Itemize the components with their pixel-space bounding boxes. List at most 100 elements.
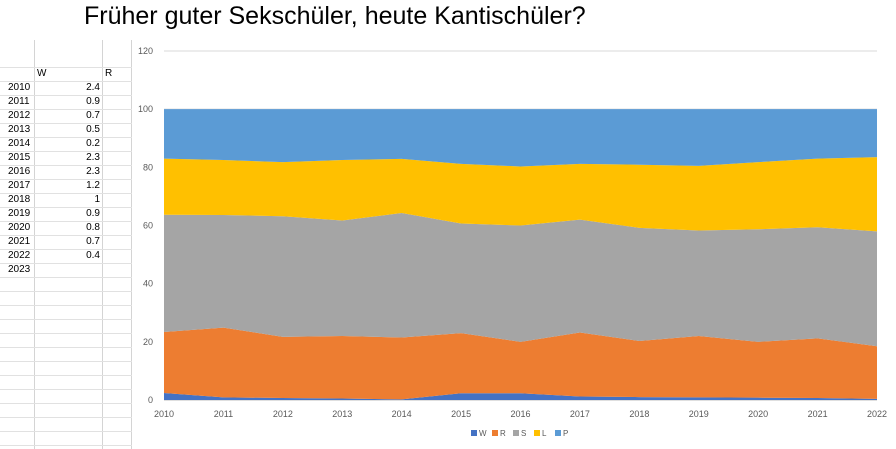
legend-swatch-s (513, 430, 519, 436)
row-divider (0, 389, 132, 390)
row-divider (0, 179, 132, 180)
row-divider (0, 333, 132, 334)
w-value-cell[interactable]: 0.8 (86, 222, 100, 233)
row-divider (0, 207, 132, 208)
row-divider (0, 445, 132, 446)
x-tick-label: 2017 (570, 409, 590, 419)
year-cell[interactable]: 2010 (8, 82, 31, 93)
year-cell[interactable]: 2018 (8, 194, 31, 205)
row-divider (0, 431, 132, 432)
x-tick-label: 2016 (510, 409, 530, 419)
legend-label-p: P (563, 429, 568, 438)
year-cell[interactable]: 2012 (8, 110, 31, 121)
row-divider (0, 403, 132, 404)
area-series-s[interactable] (164, 212, 877, 347)
x-tick-label: 2013 (332, 409, 352, 419)
row-divider (0, 137, 132, 138)
row-divider (0, 347, 132, 348)
w-value-cell[interactable]: 1 (94, 194, 100, 205)
row-divider (0, 151, 132, 152)
header-cell-w[interactable]: W (37, 68, 47, 79)
w-value-cell[interactable]: 0.2 (86, 138, 100, 149)
row-divider (0, 165, 132, 166)
row-divider (0, 81, 132, 82)
y-tick-label: 40 (143, 279, 153, 289)
y-tick-label: 100 (138, 104, 153, 114)
area-series-l[interactable] (164, 157, 877, 232)
column-divider (102, 40, 103, 449)
year-cell[interactable]: 2019 (8, 208, 31, 219)
year-cell[interactable]: 2022 (8, 250, 31, 261)
area-series-w[interactable] (164, 393, 877, 400)
year-cell[interactable]: 2016 (8, 166, 31, 177)
w-value-cell[interactable]: 0.4 (86, 250, 100, 261)
x-tick-label: 2012 (273, 409, 293, 419)
w-value-cell[interactable]: 1.2 (86, 180, 100, 191)
x-tick-label: 2010 (154, 409, 174, 419)
row-divider (0, 235, 132, 236)
w-value-cell[interactable]: 2.3 (86, 152, 100, 163)
year-cell[interactable]: 2021 (8, 236, 31, 247)
legend-label-r: R (500, 429, 506, 438)
x-axis-ticks: 2010 2011 2012 2013 2014 2015 2016 2017 2018 2019… (154, 409, 887, 419)
row-divider (0, 67, 132, 68)
row-divider (0, 193, 132, 194)
year-cell[interactable]: 2013 (8, 124, 31, 135)
legend-label-l: L (542, 429, 547, 438)
row-divider (0, 109, 132, 110)
row-divider (0, 291, 132, 292)
year-cell[interactable]: 2023 (8, 264, 31, 275)
legend-swatch-p (555, 430, 561, 436)
w-value-cell[interactable]: 0.7 (86, 110, 100, 121)
w-value-cell[interactable]: 0.7 (86, 236, 100, 247)
row-divider (0, 417, 132, 418)
chart-title: Früher guter Sekschüler, heute Kantischü… (84, 2, 586, 30)
year-cell[interactable]: 2014 (8, 138, 31, 149)
row-divider (0, 277, 132, 278)
row-divider (0, 123, 132, 124)
area-series-r[interactable] (164, 327, 877, 400)
x-tick-label: 2022 (867, 409, 887, 419)
x-tick-label: 2021 (808, 409, 828, 419)
x-tick-label: 2020 (748, 409, 768, 419)
x-tick-label: 2011 (214, 409, 233, 419)
w-value-cell[interactable]: 2.4 (86, 82, 100, 93)
row-divider (0, 221, 132, 222)
x-tick-label: 2014 (392, 409, 412, 419)
legend-label-s: S (521, 429, 526, 438)
row-divider (0, 305, 132, 306)
year-cell[interactable]: 2011 (8, 96, 30, 107)
year-cell[interactable]: 2017 (8, 180, 31, 191)
stacked-area-chart: 0 20 40 60 80 100 120 2010 2011 2012 2013 2014 2015… (138, 46, 887, 438)
y-tick-label: 120 (138, 46, 153, 56)
area-series-p[interactable] (164, 109, 877, 167)
legend-label-w: W (479, 429, 487, 438)
y-tick-label: 80 (143, 162, 153, 172)
row-divider (0, 375, 132, 376)
y-tick-label: 60 (143, 221, 153, 231)
w-value-cell[interactable]: 0.9 (86, 208, 100, 219)
w-value-cell[interactable]: 0.9 (86, 96, 100, 107)
w-value-cell[interactable]: 0.5 (86, 124, 100, 135)
row-divider (0, 361, 132, 362)
y-tick-label: 20 (143, 337, 153, 347)
row-divider (0, 319, 132, 320)
y-tick-label: 0 (148, 395, 153, 405)
legend-swatch-l (534, 430, 540, 436)
w-value-cell[interactable]: 2.3 (86, 166, 100, 177)
column-divider (34, 40, 35, 449)
x-tick-label: 2015 (451, 409, 471, 419)
column-divider (131, 40, 132, 449)
area-series (164, 109, 877, 400)
row-divider (0, 263, 132, 264)
year-cell[interactable]: 2020 (8, 222, 31, 233)
legend-swatch-r (492, 430, 498, 436)
spreadsheet-grid: W R 2010 2.4 2011 0.9 2012 0.7 2013 0.5 2014 0.2 2… (0, 0, 134, 449)
legend-swatch-w (471, 430, 477, 436)
x-tick-label: 2019 (689, 409, 709, 419)
year-cell[interactable]: 2015 (8, 152, 31, 163)
x-tick-label: 2018 (629, 409, 649, 419)
header-cell-r[interactable]: R (105, 68, 113, 79)
row-divider (0, 95, 132, 96)
